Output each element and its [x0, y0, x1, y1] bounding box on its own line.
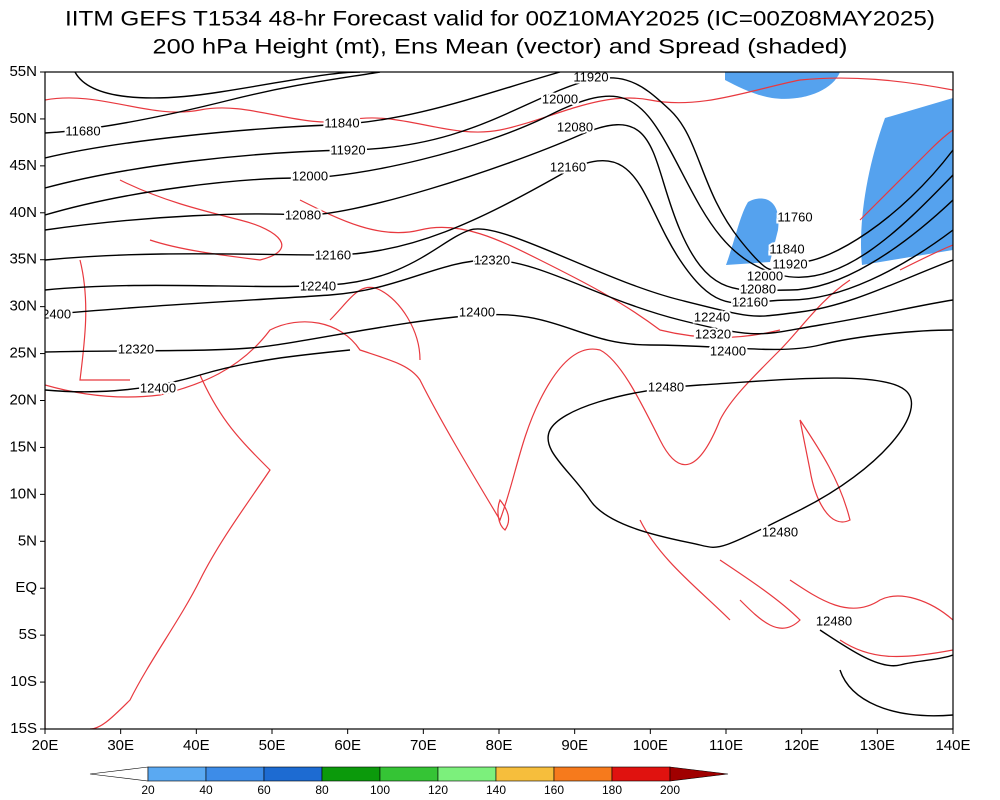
contour-label: 12400	[459, 304, 495, 319]
lat-label: 10S	[10, 673, 37, 690]
contour-label: 12240	[300, 278, 336, 293]
lon-label: 80E	[486, 737, 513, 754]
colorbar-swatch	[205, 766, 265, 782]
contour-label: 12080	[285, 207, 321, 222]
colorbar-label: 120	[428, 783, 448, 797]
lat-label: EQ	[15, 579, 37, 596]
lat-label: 5N	[18, 532, 37, 549]
lat-label: 50N	[9, 110, 37, 127]
colorbar-label: 100	[370, 783, 390, 797]
lat-label: 5S	[19, 626, 37, 643]
contour-label: 12160	[550, 159, 586, 174]
contour-label: 12480	[816, 613, 852, 628]
colorbar-label: 200	[660, 783, 680, 797]
lon-label: 50E	[259, 737, 286, 754]
contour-label: 11920	[573, 69, 608, 84]
lat-label: 30N	[9, 298, 37, 315]
colorbar-label: 140	[486, 783, 506, 797]
colorbar-swatch	[321, 766, 381, 782]
contour-label: 11920	[772, 256, 807, 271]
colorbar-swatch	[553, 766, 613, 782]
contour-label: 12000	[292, 168, 328, 183]
contour-label: 12320	[695, 326, 731, 341]
lat-label: 15S	[10, 720, 37, 737]
axes: 55N 50N 45N 40N 35N 30N 25N 20N 15N 10N 5N EQ 5S 10S 1…	[9, 63, 970, 754]
colorbar-label: 20	[141, 783, 155, 797]
contour-label: 12080	[557, 119, 593, 134]
colorbar-label: 160	[544, 783, 564, 797]
contour-label: 12240	[694, 309, 730, 324]
colorbar-swatch	[495, 766, 555, 782]
contour-label: 12160	[315, 247, 351, 262]
contour-label: 12400	[710, 343, 746, 358]
contours	[45, 72, 953, 717]
contour-label: 12480	[648, 379, 684, 394]
lat-label: 40N	[9, 204, 37, 221]
colorbar-swatch	[437, 766, 497, 782]
lon-label: 30E	[107, 737, 134, 754]
lon-label: 60E	[334, 737, 361, 754]
contour-label: 11760	[777, 209, 812, 224]
lat-label: 10N	[9, 485, 37, 502]
colorbar-swatch	[611, 766, 671, 782]
lat-label: 15N	[9, 438, 37, 455]
lon-label: 100E	[633, 737, 668, 754]
lon-label: 20E	[32, 737, 59, 754]
contour-label: 12480	[762, 524, 798, 539]
colorbar-end	[89, 766, 149, 782]
contour-label: 12320	[474, 252, 510, 267]
lat-label: 35N	[9, 251, 37, 268]
lon-label: 130E	[860, 737, 895, 754]
contour-label: 12160	[732, 294, 768, 309]
spread-shading	[725, 72, 953, 265]
lon-label: 40E	[183, 737, 210, 754]
contour-label: 11920	[330, 142, 365, 157]
map-area: 11680 11840 11920 12000 12080 12160 1224…	[35, 69, 953, 729]
lon-label: 120E	[784, 737, 819, 754]
contour-label: 12000	[542, 91, 578, 106]
title: IITM GEFS T1534 48-hr Forecast valid for…	[65, 8, 935, 31]
colorbar-swatch	[379, 766, 439, 782]
lat-label: 55N	[9, 63, 37, 80]
lon-label: 70E	[410, 737, 437, 754]
contour-label: 12000	[747, 268, 783, 283]
lon-label: 90E	[561, 737, 588, 754]
map-frame	[44, 71, 954, 730]
contour-labels: 11680 11840 11920 12000 12080 12160 1224…	[35, 69, 854, 630]
colorbar: 20 40 60 80 100 120 140 160 180 200	[89, 766, 729, 797]
lon-label: 110E	[709, 737, 743, 754]
colorbar-label: 40	[199, 783, 213, 797]
colorbar-swatch	[147, 766, 207, 782]
contour-label: 12320	[118, 341, 154, 356]
coastlines	[45, 77, 953, 729]
colorbar-label: 60	[257, 783, 271, 797]
colorbar-swatch	[263, 766, 323, 782]
subtitle: 200 hPa Height (mt), Ens Mean (vector) a…	[153, 36, 848, 59]
contour-label: 12400	[35, 306, 71, 321]
colorbar-label: 80	[315, 783, 329, 797]
colorbar-label: 180	[602, 783, 622, 797]
contour-label: 12080	[740, 281, 776, 296]
contour-label: 11840	[769, 241, 804, 256]
lat-label: 45N	[9, 157, 37, 174]
colorbar-end	[669, 766, 729, 782]
lat-label: 20N	[9, 391, 37, 408]
lat-label: 25N	[9, 345, 37, 362]
contour-label: 11840	[324, 115, 359, 130]
contour-label: 11680	[65, 123, 100, 138]
lon-label: 140E	[935, 737, 970, 754]
contour-label: 12400	[140, 380, 176, 395]
